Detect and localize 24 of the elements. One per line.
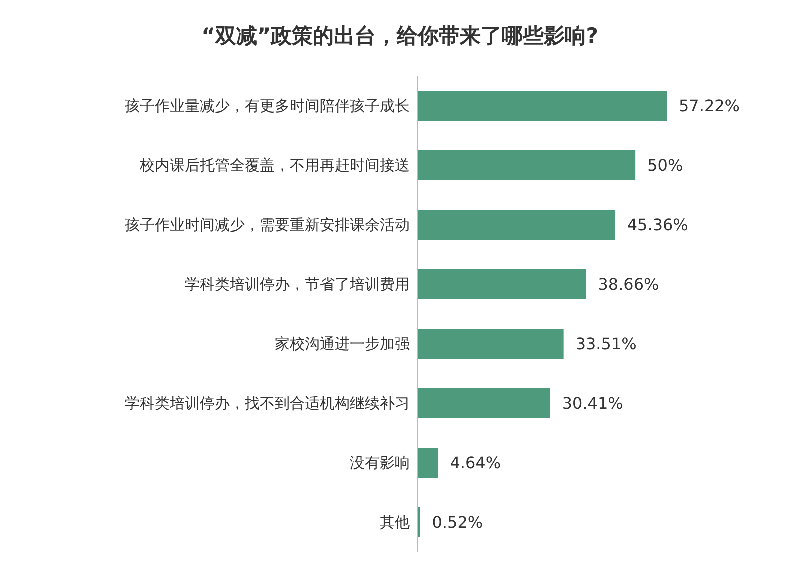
bar bbox=[418, 210, 616, 240]
data-label: 0.52% bbox=[432, 513, 484, 532]
data-label: 38.66% bbox=[598, 275, 660, 294]
data-label: 50% bbox=[648, 156, 684, 175]
y-tick-label: 没有影响 bbox=[350, 454, 410, 472]
y-tick-label: 其他 bbox=[380, 514, 410, 532]
bar bbox=[418, 448, 438, 478]
y-tick-label: 学科类培训停办，节省了培训费用 bbox=[185, 276, 410, 294]
bar bbox=[418, 329, 564, 359]
data-label: 33.51% bbox=[576, 334, 637, 354]
bar bbox=[418, 150, 636, 180]
data-label: 30.41% bbox=[562, 394, 624, 413]
y-tick-label: 校内课后托管全覆盖，不用再赶时间接送 bbox=[139, 156, 410, 175]
data-label: 4.64% bbox=[450, 454, 502, 472]
data-label: 45.36% bbox=[627, 216, 688, 234]
data-label: 57.22% bbox=[679, 96, 740, 116]
y-tick-label: 孩子作业量减少，有更多时间陪伴孩子成长 bbox=[125, 97, 410, 116]
y-tick-label: 学科类培训停办，找不到合适机构继续补习 bbox=[125, 394, 410, 413]
y-tick-label: 家校沟通进一步加强 bbox=[275, 335, 410, 354]
bar bbox=[418, 91, 667, 121]
bar bbox=[418, 270, 586, 300]
chart-title: “双减”政策的出台，给你带来了哪些影响? bbox=[200, 23, 600, 50]
bar bbox=[418, 388, 550, 418]
y-tick-label: 孩子作业时间减少，需要重新安排课余活动 bbox=[125, 216, 410, 234]
